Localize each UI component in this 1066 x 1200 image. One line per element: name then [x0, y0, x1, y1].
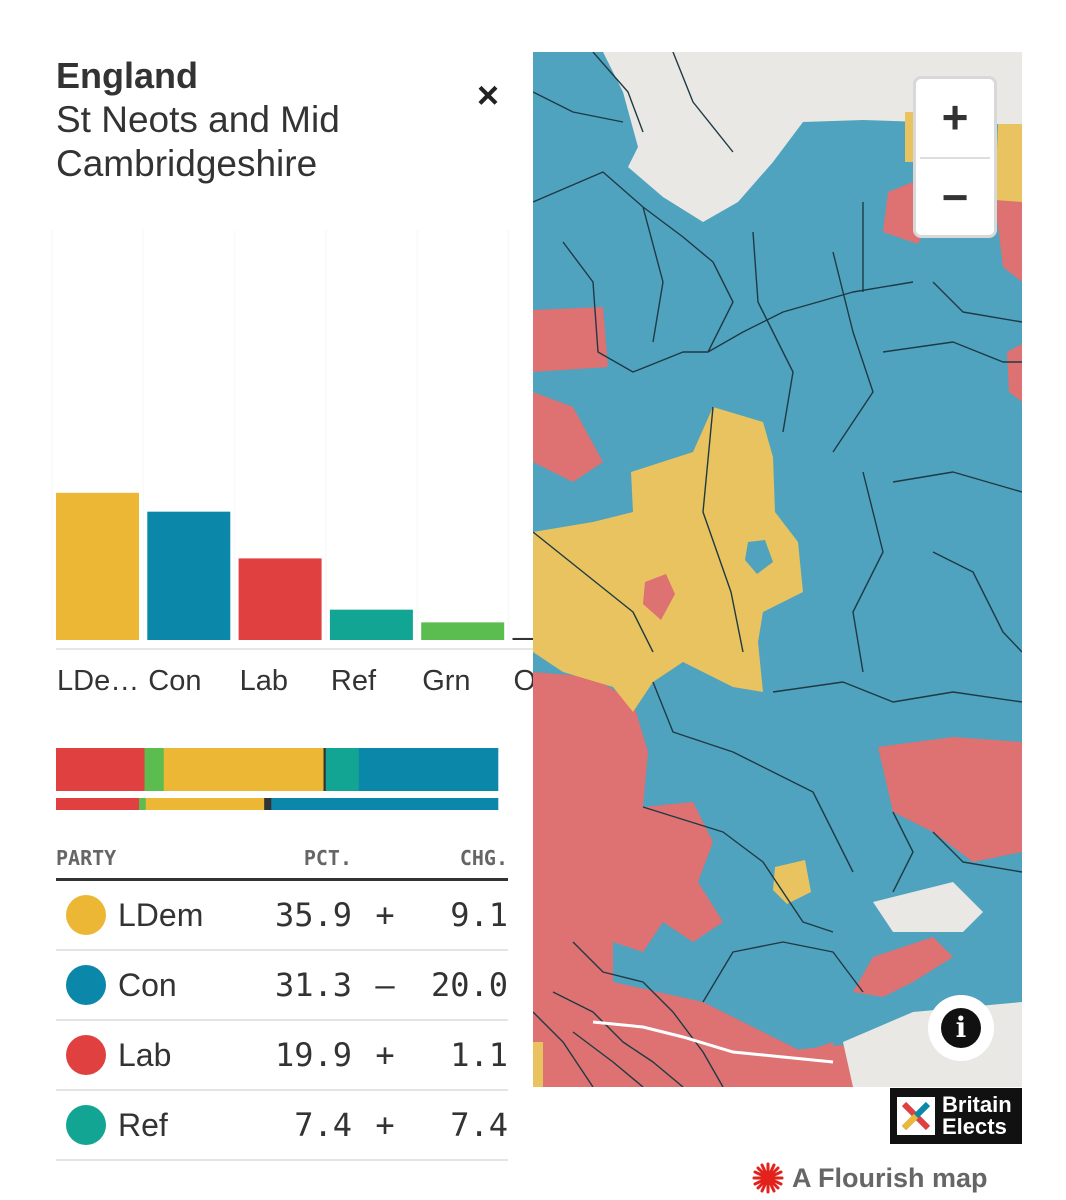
change-sign: – [352, 950, 418, 1021]
zoom-out-button[interactable]: − [941, 171, 969, 223]
party-name: Ref [118, 1090, 256, 1161]
labour-area[interactable] [878, 737, 1022, 862]
previous-share-segment-grn [139, 798, 147, 810]
party-pct: 35.9 [256, 879, 352, 951]
sea-inlet [873, 882, 983, 932]
labour-area[interactable] [533, 672, 833, 1087]
current-share-segment-grn [144, 748, 165, 791]
bar-lab[interactable] [238, 558, 322, 640]
flourish-credit-link[interactable]: A Flourish map [752, 1162, 988, 1194]
vote-share-bar-chart: LDe… Con Lab Ref Grn O [51, 230, 534, 697]
liberal-democrat-area[interactable] [773, 860, 811, 904]
x-tick-label: Ref [331, 665, 377, 697]
results-table: PARTY PCT. CHG. LDem 35.9 + 9.1 Con 31.3… [56, 838, 508, 1161]
party-pct: 7.4 [256, 1090, 352, 1161]
party-color-dot [66, 895, 106, 936]
constituency-name: St Neots and Mid Cambridgeshire [56, 99, 340, 184]
bar-grn[interactable] [421, 622, 505, 640]
change-sign: + [352, 879, 418, 951]
party-color-dot [66, 1035, 106, 1076]
labour-area[interactable] [533, 392, 603, 482]
flourish-burst-icon [752, 1162, 784, 1194]
current-share-segment-ldem [163, 748, 324, 791]
table-row: LDem 35.9 + 9.1 [56, 879, 508, 951]
party-pct: 19.9 [256, 1020, 352, 1091]
zoom-control: + − [913, 76, 997, 238]
party-name: Con [118, 950, 256, 1021]
table-row: Ref 7.4 + 7.4 [56, 1090, 508, 1161]
party-pct: 31.3 [256, 950, 352, 1021]
table-row: Lab 19.9 + 1.1 [56, 1020, 508, 1091]
change-sign: + [352, 1090, 418, 1161]
results-header-row: PARTY PCT. CHG. [56, 838, 508, 881]
previous-share-segment-ldem [145, 798, 265, 810]
party-name: LDem [118, 879, 256, 951]
party-change: 1.1 [418, 1020, 508, 1091]
previous-share-segment-o [264, 798, 272, 810]
x-tick-label: O [514, 665, 534, 697]
party-color-dot [66, 965, 106, 1006]
party-name: Lab [118, 1020, 256, 1091]
party-change: 7.4 [418, 1090, 508, 1161]
table-row: Con 31.3 – 20.0 [56, 950, 508, 1021]
liberal-democrat-area[interactable] [533, 1042, 543, 1087]
header-pct: PCT. [256, 838, 352, 881]
logo-line-1: Britain [942, 1092, 1012, 1117]
bar-ref[interactable] [329, 609, 413, 640]
current-share-segment-lab [56, 748, 145, 791]
header-party: PARTY [56, 838, 256, 881]
region-name: England [56, 55, 198, 96]
britain-elects-logo: Britain Elects [890, 1088, 1022, 1144]
info-button[interactable]: i [928, 995, 994, 1061]
current-share-segment-ref [325, 748, 359, 791]
party-change: 20.0 [418, 950, 508, 1021]
current-share-segment-con [358, 748, 499, 791]
x-tick-label: Lab [240, 665, 288, 697]
constituency-borders [533, 52, 1022, 1087]
labour-area[interactable] [643, 574, 675, 620]
liberal-democrat-area[interactable] [995, 124, 1022, 202]
labour-area[interactable] [533, 307, 608, 372]
info-icon: i [941, 1008, 981, 1048]
britain-elects-x-icon [897, 1097, 935, 1135]
results-panel: England St Neots and Mid Cambridgeshire … [51, 55, 534, 1161]
x-tick-label: LDe… [57, 665, 139, 697]
zoom-divider [920, 157, 990, 159]
thames-river [592, 1020, 834, 1064]
bar-lde[interactable] [56, 492, 139, 640]
party-change: 9.1 [418, 879, 508, 951]
conservative-area[interactable] [745, 540, 773, 574]
liberal-democrat-area[interactable] [533, 407, 803, 712]
labour-area[interactable] [1007, 344, 1022, 402]
x-tick-label: Con [148, 665, 201, 697]
labour-area[interactable] [995, 192, 1022, 282]
party-color-dot [66, 1105, 106, 1146]
map-canvas[interactable] [533, 52, 1022, 1087]
flourish-label: A Flourish map [792, 1162, 988, 1193]
labour-area[interactable] [533, 862, 558, 947]
britain-elects-wordmark: Britain Elects [942, 1094, 1012, 1138]
close-button[interactable]: × [476, 75, 500, 117]
zoom-in-button[interactable]: + [941, 91, 969, 143]
previous-share-segment-con [271, 798, 499, 810]
logo-line-2: Elects [942, 1114, 1007, 1139]
current-share-segment-o [323, 748, 327, 791]
bar-con[interactable] [147, 511, 231, 640]
change-sign: + [352, 1020, 418, 1091]
header-chg: CHG. [418, 838, 508, 881]
vote-share-strip [56, 748, 499, 810]
bar-o[interactable] [512, 637, 534, 640]
x-tick-label: Grn [422, 665, 470, 697]
previous-share-segment-lab [56, 798, 140, 810]
labour-area[interactable] [853, 937, 953, 997]
constituency-map[interactable] [533, 52, 1022, 1087]
